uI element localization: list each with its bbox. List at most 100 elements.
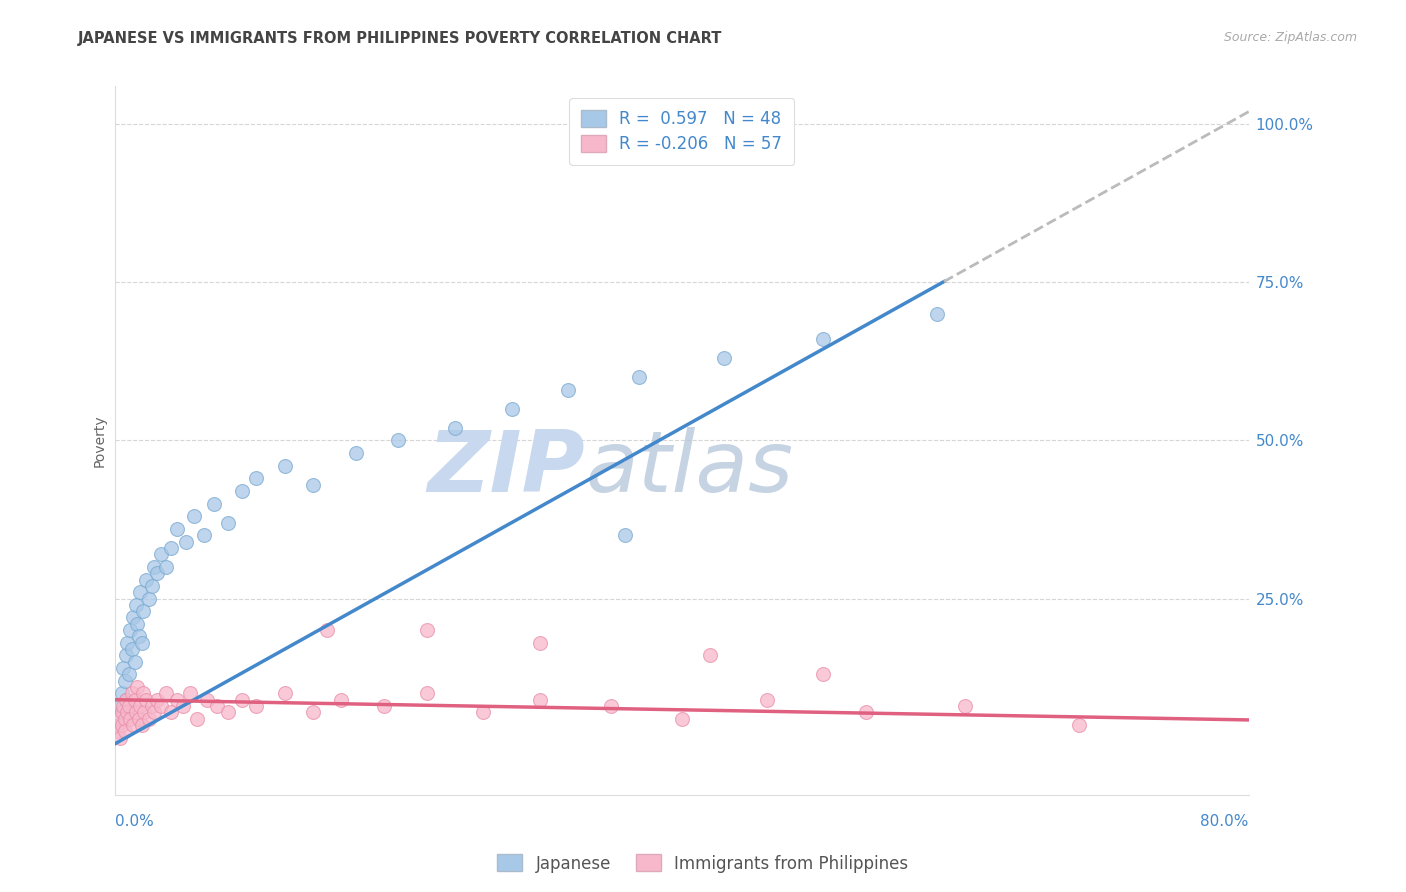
Point (110, 731, 132, 745)
Point (125, 598, 148, 612)
Point (344, 446, 367, 460)
Point (118, 699, 141, 714)
Point (121, 642, 143, 657)
Point (501, 401, 523, 416)
Point (114, 673, 136, 688)
Point (179, 686, 201, 700)
Point (1067, 718, 1090, 732)
Point (143, 560, 166, 574)
Point (121, 686, 143, 700)
Point (444, 421, 467, 435)
Point (112, 706, 135, 720)
Point (186, 712, 208, 726)
Point (124, 655, 146, 669)
Point (129, 585, 152, 599)
Point (112, 661, 135, 675)
Point (131, 636, 153, 650)
Point (472, 706, 495, 720)
Text: ZIP: ZIP (427, 427, 585, 510)
Point (614, 528, 637, 542)
Legend: Japanese, Immigrants from Philippines: Japanese, Immigrants from Philippines (491, 847, 915, 880)
Point (141, 699, 163, 714)
Point (115, 692, 138, 706)
Point (150, 547, 173, 561)
Point (172, 699, 194, 714)
Legend: R =  0.597   N = 48, R = -0.206   N = 57: R = 0.597 N = 48, R = -0.206 N = 57 (569, 98, 794, 164)
Point (628, 370, 651, 384)
Point (606, 117, 628, 131)
Point (107, 724, 129, 739)
Point (274, 458, 297, 473)
Point (120, 623, 142, 637)
Point (111, 718, 134, 732)
Point (114, 724, 136, 739)
Point (138, 712, 160, 726)
Text: 80.0%: 80.0% (1201, 814, 1249, 829)
Point (813, 332, 835, 346)
Point (160, 541, 183, 555)
Point (193, 528, 215, 542)
Text: Source: ZipAtlas.com: Source: ZipAtlas.com (1223, 31, 1357, 45)
Point (155, 686, 177, 700)
Point (415, 623, 437, 637)
Point (855, 706, 877, 720)
Point (138, 591, 160, 606)
Point (150, 699, 173, 714)
Y-axis label: Poverty: Poverty (93, 414, 107, 467)
Point (125, 706, 148, 720)
Point (174, 534, 197, 549)
Point (713, 351, 735, 366)
Point (387, 434, 409, 448)
Point (128, 630, 150, 644)
Point (146, 692, 169, 706)
Point (143, 706, 166, 720)
Text: atlas: atlas (585, 427, 793, 510)
Point (114, 712, 136, 726)
Point (128, 712, 150, 726)
Point (118, 667, 141, 681)
Point (117, 706, 139, 720)
Point (529, 692, 551, 706)
Point (134, 706, 156, 720)
Point (111, 686, 134, 700)
Point (146, 566, 169, 581)
Text: 0.0%: 0.0% (115, 814, 153, 829)
Point (274, 686, 297, 700)
Point (671, 712, 693, 726)
Point (330, 692, 353, 706)
Point (115, 692, 138, 706)
Point (217, 706, 239, 720)
Point (302, 706, 325, 720)
Point (120, 712, 142, 726)
Point (122, 610, 145, 624)
Point (132, 686, 155, 700)
Point (415, 686, 437, 700)
Point (953, 699, 976, 714)
Point (166, 522, 188, 536)
Point (135, 573, 157, 587)
Point (373, 699, 395, 714)
Point (183, 509, 205, 524)
Point (132, 604, 155, 618)
Point (115, 648, 138, 663)
Point (110, 699, 132, 714)
Point (117, 636, 139, 650)
Point (155, 560, 177, 574)
Point (925, 307, 948, 321)
Text: JAPANESE VS IMMIGRANTS FROM PHILIPPINES POVERTY CORRELATION CHART: JAPANESE VS IMMIGRANTS FROM PHILIPPINES … (77, 31, 721, 46)
Point (195, 692, 218, 706)
Point (217, 516, 239, 530)
Point (557, 383, 579, 397)
Point (755, 692, 778, 706)
Point (108, 712, 131, 726)
Point (135, 692, 157, 706)
Point (813, 667, 835, 681)
Point (205, 699, 228, 714)
Point (202, 497, 225, 511)
Point (129, 699, 152, 714)
Point (160, 706, 183, 720)
Point (127, 680, 149, 694)
Point (316, 623, 339, 637)
Point (111, 706, 134, 720)
Point (231, 692, 253, 706)
